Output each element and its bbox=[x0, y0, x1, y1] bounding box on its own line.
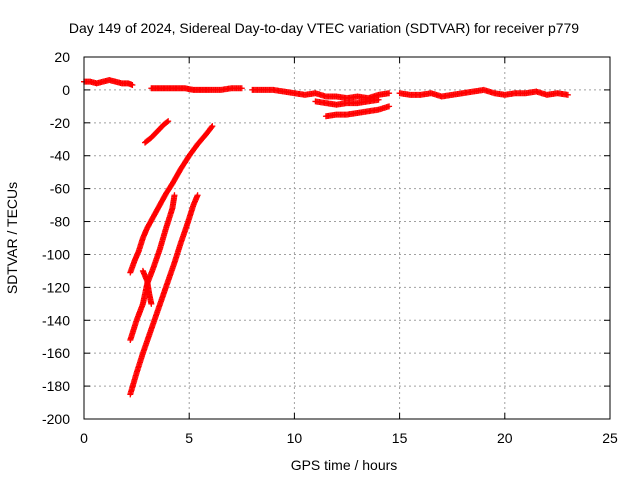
y-tick-label: -140 bbox=[42, 312, 70, 328]
plot-frame bbox=[83, 56, 611, 420]
y-tick-label: -40 bbox=[50, 148, 70, 164]
data-series-group bbox=[396, 86, 571, 100]
y-tick-label: 0 bbox=[62, 82, 70, 98]
data-point bbox=[238, 85, 245, 92]
data-series bbox=[81, 77, 571, 398]
grid-lines bbox=[84, 57, 610, 419]
data-point bbox=[386, 90, 393, 97]
y-tick-label: -60 bbox=[50, 181, 70, 197]
x-tick-label: 5 bbox=[185, 430, 193, 446]
data-series-group bbox=[322, 103, 393, 120]
x-tick-label: 15 bbox=[392, 430, 408, 446]
data-point bbox=[208, 124, 215, 131]
x-tick-label: 0 bbox=[80, 430, 88, 446]
y-tick-label: -80 bbox=[50, 214, 70, 230]
data-point bbox=[564, 91, 571, 98]
y-tick-label: -200 bbox=[42, 411, 70, 427]
data-series-group bbox=[127, 123, 216, 276]
data-point bbox=[164, 118, 171, 125]
y-tick-label: -120 bbox=[42, 279, 70, 295]
y-tick-label: -180 bbox=[42, 378, 70, 394]
data-series-group bbox=[312, 96, 382, 108]
data-series-group bbox=[127, 192, 201, 398]
data-series-group bbox=[148, 85, 245, 93]
data-point bbox=[148, 300, 155, 307]
data-series-group bbox=[139, 267, 155, 307]
data-point bbox=[165, 118, 172, 125]
y-axis-title: SDTVAR / TECUs bbox=[4, 182, 20, 294]
y-tick-label: -20 bbox=[50, 115, 70, 131]
x-tick-label: 20 bbox=[497, 430, 513, 446]
data-point bbox=[171, 192, 178, 199]
data-point bbox=[129, 81, 136, 88]
data-point bbox=[375, 96, 382, 103]
data-point bbox=[194, 192, 201, 199]
chart-title: Day 149 of 2024, Sidereal Day-to-day VTE… bbox=[69, 20, 579, 36]
x-tick-label: 25 bbox=[602, 430, 618, 446]
data-series-group bbox=[81, 77, 136, 88]
y-tick-label: -100 bbox=[42, 246, 70, 262]
data-series-group bbox=[142, 118, 172, 146]
y-tick-label: 20 bbox=[54, 49, 70, 65]
x-axis-title: GPS time / hours bbox=[291, 457, 398, 473]
y-tick-label: -160 bbox=[42, 345, 70, 361]
data-point bbox=[209, 123, 216, 130]
x-tick-label: 10 bbox=[287, 430, 303, 446]
axis-ticks: 0 5 10 15 20 25 20 0 -20 -40 -60 -80 -100 -120 -140 -16… bbox=[42, 49, 618, 446]
data-series-group bbox=[127, 192, 178, 344]
data-point bbox=[386, 103, 393, 110]
